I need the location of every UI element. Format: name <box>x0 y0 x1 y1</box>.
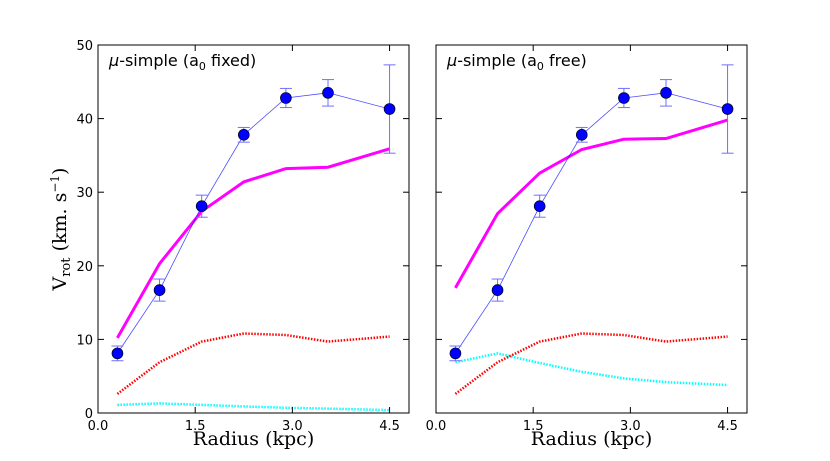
y-tick-label: 50 <box>76 39 93 54</box>
x-tick-label: 4.5 <box>379 419 400 434</box>
y-axis-label: Vrot (km. s−1) <box>48 168 74 292</box>
title-mu: μ <box>446 51 457 70</box>
y-label-exponent: −1 <box>48 175 62 193</box>
title-main: -simple (a <box>119 51 199 70</box>
observed-point <box>660 87 672 99</box>
x-tick-label: 0.0 <box>88 419 109 434</box>
x-tick-label: 1.5 <box>523 419 544 434</box>
y-tick-label: 40 <box>76 113 93 128</box>
title-subscript: 0 <box>537 60 544 73</box>
title-suffix: free) <box>544 51 587 70</box>
title-main: -simple (a <box>457 51 537 70</box>
stars-series-line <box>455 352 728 387</box>
stars-series-line <box>117 402 390 412</box>
panel-title: μ-simple (a0 fixed) <box>108 51 256 73</box>
y-label-v: V <box>49 276 71 291</box>
x-axis-label: Radius (kpc) <box>531 428 652 450</box>
observed-point <box>721 103 734 115</box>
x-axis-label: Radius (kpc) <box>193 428 314 450</box>
x-tick-label: 1.5 <box>185 419 206 434</box>
observed-point <box>575 128 588 141</box>
panel-title: μ-simple (a0 free) <box>446 51 587 73</box>
y-tick-label: 0 <box>85 407 93 422</box>
observed-series-line <box>117 92 390 354</box>
observed-point <box>111 347 124 360</box>
observed-point <box>280 92 292 104</box>
title-suffix: fixed) <box>206 51 256 70</box>
observed-point <box>322 87 334 99</box>
gas-series-line <box>116 332 390 395</box>
title-subscript: 0 <box>199 60 206 73</box>
total-series-line <box>116 147 391 339</box>
x-tick-label: 0.0 <box>426 419 447 434</box>
y-tick-label: 20 <box>76 260 93 275</box>
x-tick-label: 3.0 <box>282 419 303 434</box>
x-tick-label: 3.0 <box>620 419 641 434</box>
panel-a0-free: 0.0 1.5 3.0 4.5 μ-simple (a0 free) <box>426 44 748 434</box>
panel-frame <box>435 44 748 414</box>
y-tick-label: 30 <box>76 186 93 201</box>
panel-frame <box>97 44 410 414</box>
observed-point <box>491 284 504 296</box>
y-label-subscript: rot <box>59 257 74 277</box>
observed-point <box>618 92 630 104</box>
observed-point <box>383 103 396 115</box>
y-label-units: (km. s <box>49 193 71 258</box>
observed-point <box>533 200 546 212</box>
x-tick-label: 4.5 <box>717 419 738 434</box>
title-mu: μ <box>108 51 119 70</box>
observed-point <box>449 347 462 360</box>
total-series-line <box>454 118 729 289</box>
y-label-close: ) <box>49 168 71 175</box>
observed-point <box>237 128 250 141</box>
y-tick-label: 10 <box>76 333 93 348</box>
gas-series-line <box>454 332 728 395</box>
observed-point <box>195 200 208 212</box>
observed-point <box>153 284 166 296</box>
